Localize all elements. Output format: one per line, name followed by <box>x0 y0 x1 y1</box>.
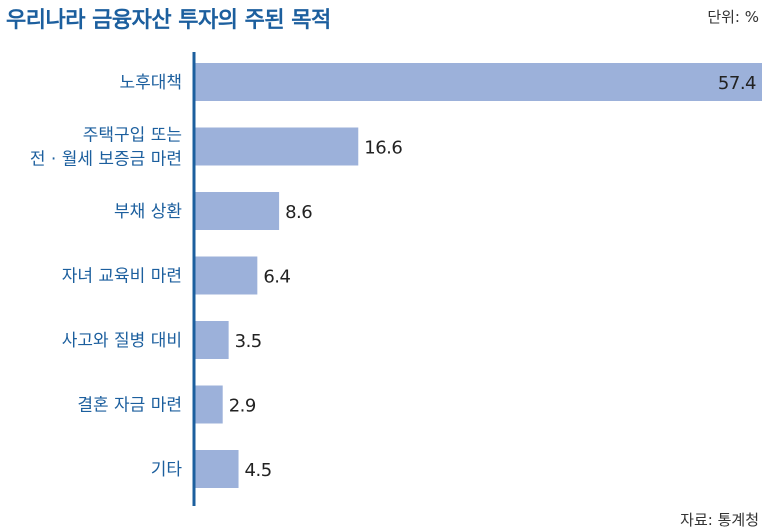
bar <box>194 63 762 101</box>
value-label: 57.4 <box>718 73 756 94</box>
category-label-line: 부채 상환 <box>114 202 182 222</box>
category-label-line: 결혼 자금 마련 <box>77 396 182 416</box>
category-label: 자녀 교육비 마련 <box>62 267 182 287</box>
unit-label: 단위: % <box>707 8 759 26</box>
category-label: 노후대책 <box>119 73 182 93</box>
chart-title: 우리나라 금융자산 투자의 주된 목적 <box>6 8 331 33</box>
category-label-line: 전 · 월세 보증금 마련 <box>30 150 182 170</box>
value-label: 6.4 <box>263 267 290 288</box>
category-label-line: 노후대책 <box>119 73 182 93</box>
value-label: 2.9 <box>229 396 256 417</box>
bar <box>194 256 258 295</box>
value-label: 3.5 <box>235 331 262 352</box>
category-label: 기타 <box>151 460 183 480</box>
category-label: 사고와 질병 대비 <box>62 331 182 351</box>
bar <box>194 192 280 230</box>
source-label: 자료: 통계청 <box>680 511 759 529</box>
category-label: 부채 상환 <box>114 202 182 222</box>
category-label: 결혼 자금 마련 <box>77 396 182 416</box>
category-label-line: 주택구입 또는 <box>83 126 182 146</box>
value-label: 16.6 <box>364 138 402 159</box>
bar <box>194 450 239 488</box>
category-label-line: 사고와 질병 대비 <box>62 331 182 351</box>
bar <box>194 127 359 166</box>
bar <box>194 321 229 359</box>
category-label-line: 기타 <box>151 460 183 480</box>
value-label: 8.6 <box>285 202 312 223</box>
category-label-line: 자녀 교육비 마련 <box>62 267 182 287</box>
value-label: 4.5 <box>245 460 272 481</box>
bar <box>194 385 223 424</box>
